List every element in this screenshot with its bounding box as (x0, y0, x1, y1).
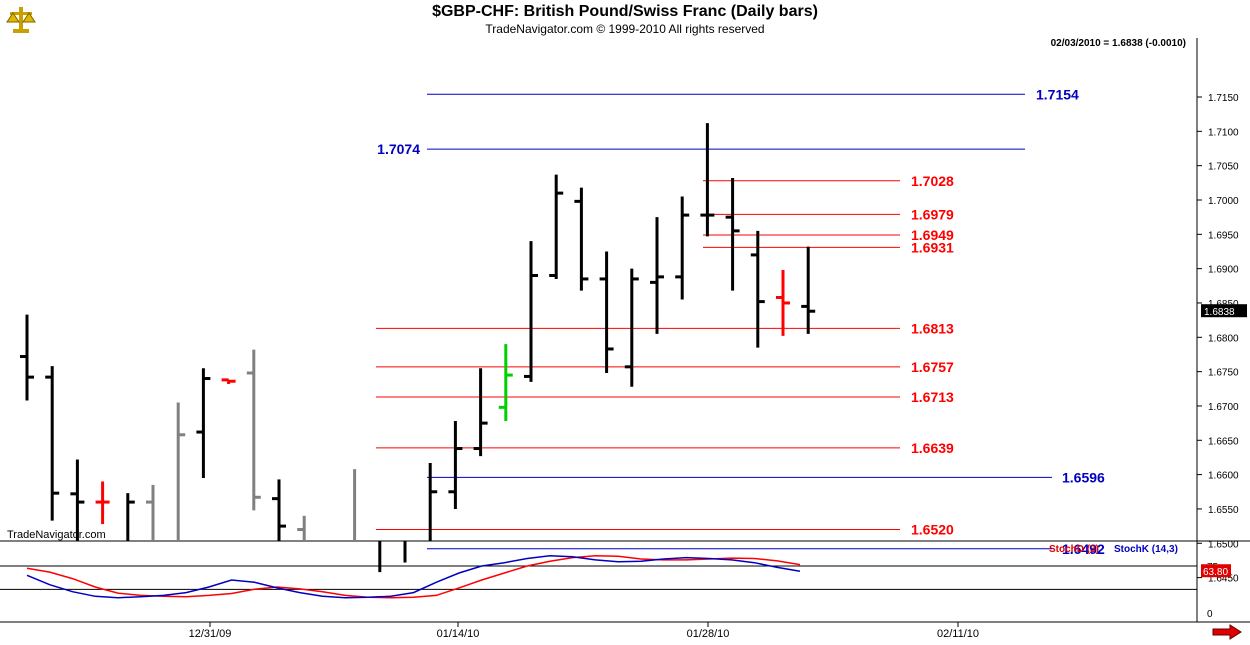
y-tick-label: 1.6700 (1208, 402, 1239, 413)
y-tick-label: 1.6800 (1208, 333, 1239, 344)
y-tick-label: 1.6550 (1208, 505, 1239, 516)
level-label: 1.6596 (1062, 469, 1105, 485)
stoch-last-value-label: 63.80 (1203, 567, 1228, 578)
level-label: 1.6979 (911, 206, 954, 222)
price-readout: 02/03/2010 = 1.6838 (-0.0010) (1050, 38, 1186, 49)
ohlc-bar (70, 459, 85, 541)
level-label: 1.6813 (911, 320, 954, 336)
last-price-label: 1.6838 (1204, 307, 1235, 318)
chart-title: $GBP-CHF: British Pound/Swiss Franc (Dai… (432, 3, 818, 20)
y-tick-label: 1.6450 (1208, 574, 1239, 585)
ohlc-bar (95, 481, 110, 525)
ohlc-bar (776, 270, 790, 336)
y-tick-label: 1.7050 (1208, 162, 1239, 173)
y-tick-label: 1.6650 (1208, 436, 1239, 447)
ohlc-bar (428, 462, 438, 541)
ohlc-bar (574, 187, 589, 291)
ohlc-bar (624, 268, 639, 387)
x-tick-label: 01/28/10 (687, 628, 730, 640)
ohlc-bar (801, 246, 816, 334)
last-price-box (1201, 304, 1247, 318)
y-tick-label: 1.6500 (1208, 539, 1239, 550)
copyright-text: TradeNavigator.com © 1999-2010 All right… (485, 22, 765, 36)
y-tick-label: 1.7000 (1208, 196, 1239, 207)
ohlc-bar (599, 251, 614, 374)
level-label: 1.6949 (911, 227, 954, 243)
ohlc-bar (297, 515, 306, 541)
ohlc-bar (448, 421, 463, 509)
ohlc-bar (20, 314, 34, 401)
ohlc-bar (473, 368, 488, 457)
scale-logo-icon (4, 4, 38, 36)
level-label: 1.6639 (911, 440, 954, 456)
legend-stoch-k: StochK (14,3) (1114, 544, 1178, 555)
ohlc-bar (272, 479, 286, 541)
ohlc-bar (549, 174, 564, 279)
ohlc-bar (650, 217, 664, 334)
level-label: 1.6931 (911, 239, 954, 255)
level-label: 1.7154 (1036, 86, 1079, 102)
ohlc-bar (700, 123, 715, 237)
y-tick-label: 1.6750 (1208, 368, 1239, 379)
stoch-series-line (26, 554, 801, 599)
y-tick-label: 1.6950 (1208, 230, 1239, 241)
ohlc-bar (196, 368, 211, 479)
level-label: 1.6492 (1062, 541, 1105, 557)
y-tick-label: 1.7100 (1208, 127, 1239, 138)
stoch-last-value-box (1201, 564, 1231, 578)
y-tick-label: 1.7150 (1208, 93, 1239, 104)
ohlc-bar (45, 366, 60, 521)
ohlc-bar (675, 196, 690, 300)
stoch-tick-label: 0 (1207, 609, 1213, 620)
ohlc-bar (146, 484, 155, 541)
level-label: 1.6713 (911, 389, 954, 405)
level-label: 1.7074 (377, 141, 420, 157)
y-tick-label: 1.6900 (1208, 265, 1239, 276)
ohlc-bar (524, 241, 538, 382)
watermark-text: TradeNavigator.com (7, 529, 106, 541)
y-tick-label: 1.6600 (1208, 471, 1239, 482)
ohlc-bar (750, 230, 765, 348)
x-tick-label: 12/31/09 (189, 628, 232, 640)
scroll-right-arrow-icon[interactable] (1212, 624, 1242, 640)
level-label: 1.6757 (911, 359, 954, 375)
level-label: 1.7028 (911, 173, 954, 189)
ohlc-bar (725, 178, 740, 291)
x-tick-label: 02/11/10 (937, 628, 979, 640)
ohlc-bar (221, 378, 236, 384)
ohlc-bar (176, 402, 186, 541)
x-tick-label: 01/14/10 (437, 628, 480, 640)
level-label: 1.6520 (911, 522, 954, 538)
stoch-series-line (26, 554, 801, 599)
ohlc-bar (246, 349, 261, 511)
ohlc-bar (126, 493, 135, 541)
legend-stoch-d: StochD (3) (1049, 544, 1099, 555)
ohlc-bar (498, 344, 513, 422)
